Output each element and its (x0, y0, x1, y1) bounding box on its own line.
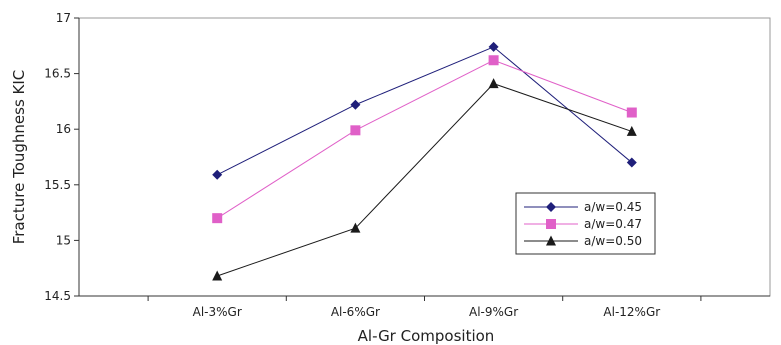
y-tick-label: 16.5 (44, 67, 71, 81)
data-point (350, 222, 361, 233)
data-point (212, 270, 223, 281)
data-point (350, 99, 361, 110)
plot-frame (78, 17, 771, 297)
x-axis-title: Al-Gr Composition (358, 327, 495, 345)
data-point (488, 55, 499, 66)
legend-item: a/w=0.47 (524, 217, 642, 231)
legend-marker (546, 235, 556, 246)
data-point (626, 125, 637, 136)
legend-marker (546, 202, 556, 212)
data-point (212, 213, 223, 224)
legend-item: a/w=0.45 (524, 200, 642, 214)
data-point (212, 169, 223, 180)
data-point (350, 125, 361, 136)
y-axis-title: Fracture Toughness KIC (10, 70, 28, 245)
x-tick-label: Al-6%Gr (331, 305, 380, 319)
legend-label: a/w=0.47 (584, 217, 642, 231)
x-tick-label: Al-12%Gr (603, 305, 660, 319)
series-group (212, 41, 637, 281)
series-line (217, 83, 632, 277)
series-line (216, 46, 633, 176)
legend-label: a/w=0.50 (584, 234, 642, 248)
legend-label: a/w=0.45 (584, 200, 642, 214)
series-1 (212, 55, 637, 224)
legend-item: a/w=0.50 (524, 234, 642, 248)
legend-marker (546, 219, 556, 229)
y-tick-label: 14.5 (44, 289, 71, 303)
series-2 (212, 78, 637, 281)
data-point (488, 41, 499, 52)
series-0 (212, 41, 637, 180)
series-line (216, 59, 632, 219)
y-tick-label: 15 (56, 233, 71, 247)
data-point (488, 78, 499, 89)
data-point (626, 107, 637, 118)
x-tick-label: Al-3%Gr (193, 305, 242, 319)
x-tick-label: Al-9%Gr (469, 305, 518, 319)
data-point (626, 157, 637, 168)
axes (78, 17, 771, 297)
y-tick-label: 17 (56, 11, 71, 25)
y-tick-label: 15.5 (44, 178, 71, 192)
y-axis-ticks: 14.5 15 15.5 16 16.5 17 (44, 11, 79, 303)
x-axis-ticks: Al-3%Gr Al-6%Gr Al-9%Gr Al-12%Gr (147, 296, 702, 319)
y-tick-label: 16 (56, 122, 71, 136)
legend: a/w=0.45 a/w=0.47 a/w=0.50 (515, 192, 656, 255)
